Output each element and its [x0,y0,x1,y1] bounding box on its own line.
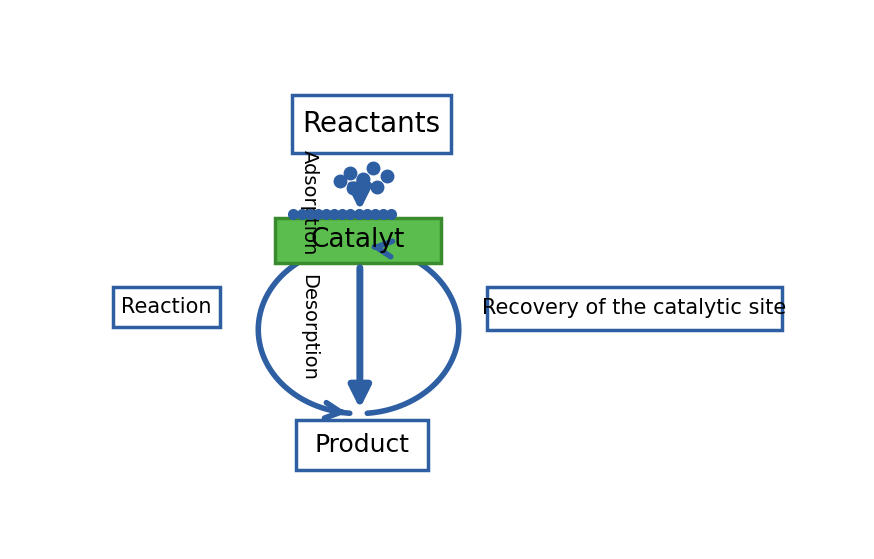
Text: Product: Product [314,433,409,457]
Text: Desorption: Desorption [300,274,318,381]
Text: Reaction: Reaction [121,297,212,317]
FancyBboxPatch shape [113,287,219,328]
Text: Adsorption: Adsorption [300,150,318,255]
Text: Recovery of the catalytic site: Recovery of the catalytic site [482,298,787,318]
Text: Reactants: Reactants [302,110,440,138]
FancyBboxPatch shape [275,217,441,263]
FancyBboxPatch shape [487,287,782,330]
Text: Catalyt: Catalyt [311,228,406,253]
FancyBboxPatch shape [292,95,451,153]
FancyBboxPatch shape [295,420,427,470]
